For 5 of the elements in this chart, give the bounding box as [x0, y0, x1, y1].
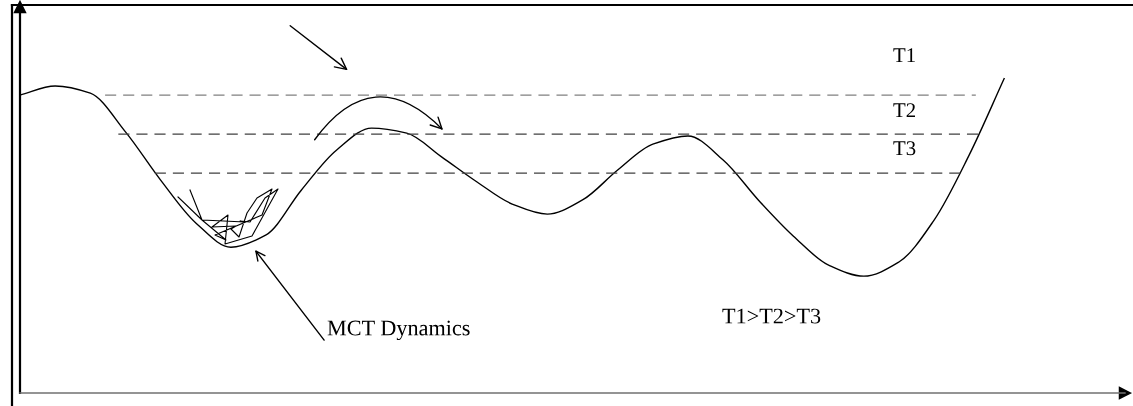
- ref-line-label: T1: [893, 48, 915, 63]
- ref-line-label: T2: [893, 103, 915, 118]
- ref-line-label: T3: [893, 141, 916, 156]
- annotation: MCT Dynamics: [327, 320, 470, 341]
- annotation: T1>T2>T3: [722, 308, 821, 324]
